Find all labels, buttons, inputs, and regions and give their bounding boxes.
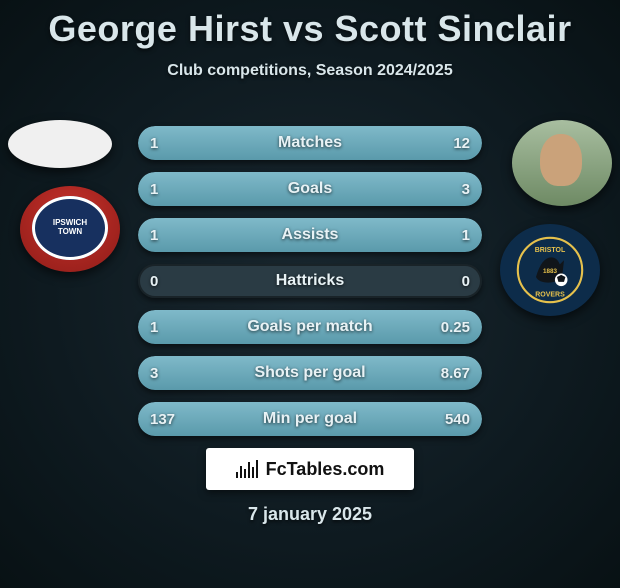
stat-row: 13Goals bbox=[138, 172, 482, 206]
stat-row: 38.67Shots per goal bbox=[138, 356, 482, 390]
page-title: George Hirst vs Scott Sinclair bbox=[0, 8, 620, 50]
stat-row: 137540Min per goal bbox=[138, 402, 482, 436]
stat-label: Shots per goal bbox=[138, 356, 482, 390]
club-right-crest: BRISTOL ROVERS 1883 bbox=[500, 224, 600, 316]
subtitle: Club competitions, Season 2024/2025 bbox=[0, 62, 620, 80]
stat-row: 11Assists bbox=[138, 218, 482, 252]
stat-row: 112Matches bbox=[138, 126, 482, 160]
stat-row: 10.25Goals per match bbox=[138, 310, 482, 344]
svg-text:1883: 1883 bbox=[543, 268, 558, 275]
stat-label: Goals per match bbox=[138, 310, 482, 344]
stat-label: Hattricks bbox=[138, 264, 482, 298]
stat-label: Min per goal bbox=[138, 402, 482, 436]
stats-column: 112Matches 13Goals 11Assists 00Hattricks 10.… bbox=[138, 126, 482, 448]
date-text: 7 january 2025 bbox=[0, 504, 620, 525]
stat-label: Goals bbox=[138, 172, 482, 206]
club-right-crest-svg: BRISTOL ROVERS 1883 bbox=[515, 235, 585, 305]
stat-row: 00Hattricks bbox=[138, 264, 482, 298]
footer-brand-icon bbox=[236, 460, 258, 478]
player-right-photo bbox=[512, 120, 612, 206]
player-right-face bbox=[540, 134, 582, 186]
footer-brand-text: FcTables.com bbox=[266, 459, 385, 480]
stat-label: Assists bbox=[138, 218, 482, 252]
player-left-photo bbox=[8, 120, 112, 168]
club-left-crest-label: IPSWICHTOWN bbox=[32, 196, 108, 260]
club-left-crest: IPSWICHTOWN bbox=[20, 186, 120, 272]
svg-text:ROVERS: ROVERS bbox=[535, 292, 565, 299]
stat-label: Matches bbox=[138, 126, 482, 160]
svg-text:BRISTOL: BRISTOL bbox=[535, 247, 566, 254]
footer-brand-badge[interactable]: FcTables.com bbox=[206, 448, 414, 490]
